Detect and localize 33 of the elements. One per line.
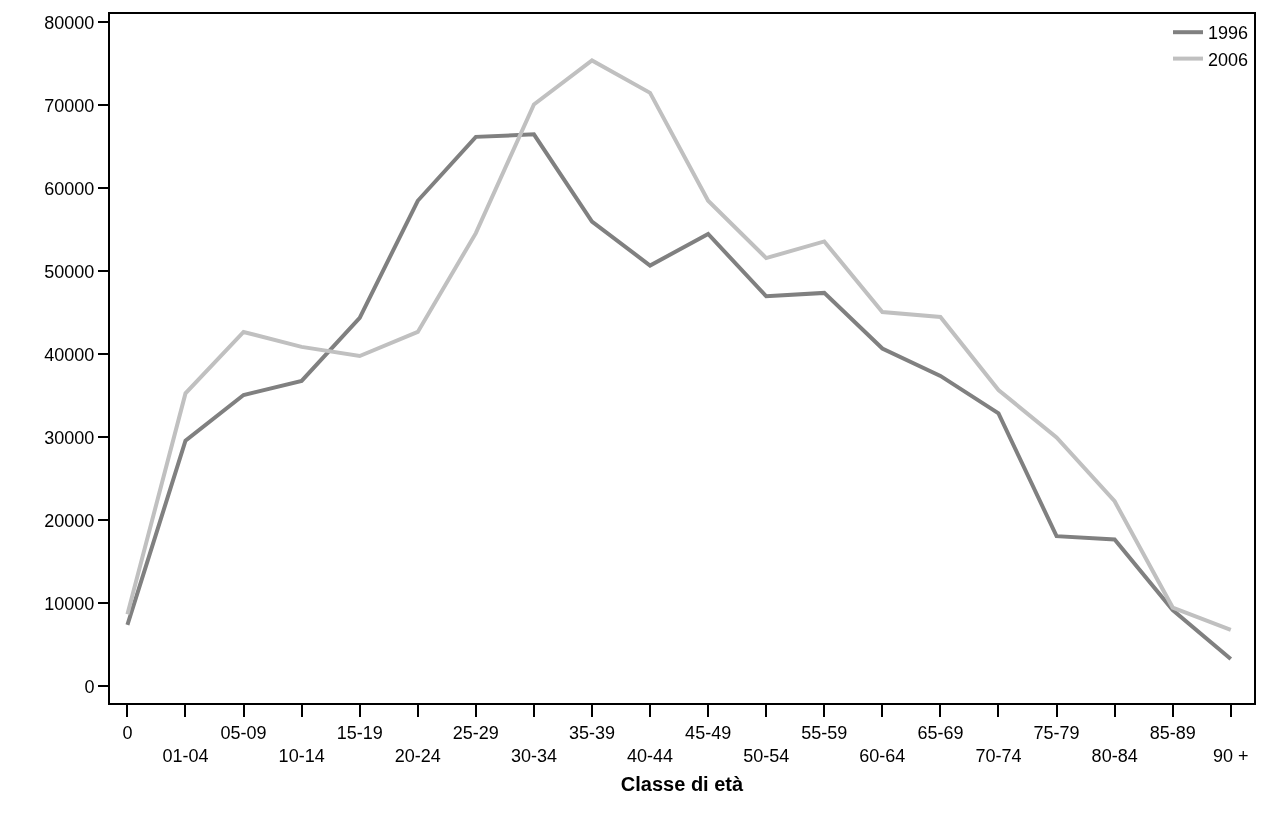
x-tick-label: 25-29 — [452, 722, 499, 743]
line-series — [125, 132, 1233, 661]
y-tick-label: 50000 — [44, 261, 95, 282]
x-tick-label: 15-19 — [336, 722, 383, 743]
y-tick-label: 80000 — [44, 12, 95, 33]
legend-label: 1996 — [1208, 23, 1249, 44]
legend-label: 2006 — [1208, 49, 1249, 70]
x-axis-title: Classe di età — [620, 773, 745, 795]
x-tick-label: 45-49 — [685, 722, 732, 743]
x-tick-label: 30-34 — [510, 746, 557, 766]
y-tick-label: 0 — [84, 676, 95, 697]
x-tick-label: 50-54 — [743, 746, 790, 766]
x-tick-label: 10-14 — [278, 746, 325, 766]
x-tick-label: 80-84 — [1091, 746, 1138, 766]
x-tick-label: 01-04 — [162, 746, 209, 766]
x-tick-label: 40-44 — [627, 746, 674, 766]
y-tick-label: 30000 — [44, 427, 95, 448]
x-tick-label: 05-09 — [220, 722, 267, 743]
x-tick-label: 65-69 — [917, 722, 964, 743]
x-tick-label: 85-89 — [1149, 722, 1196, 743]
y-tick-label: 40000 — [44, 344, 95, 365]
x-tick-label: 60-64 — [859, 746, 906, 766]
x-tick-label: 0 — [122, 722, 133, 743]
y-tick-label: 70000 — [44, 95, 95, 116]
y-tick-label: 20000 — [44, 510, 95, 531]
x-tick-label: 20-24 — [394, 746, 441, 766]
x-tick-label: 70-74 — [975, 746, 1022, 766]
x-tick-label: 75-79 — [1033, 722, 1080, 743]
x-tick-label: 55-59 — [801, 722, 848, 743]
y-tick-label: 10000 — [44, 593, 95, 614]
y-tick-label: 60000 — [44, 178, 95, 199]
x-tick-label: 35-39 — [568, 722, 616, 743]
x-tick-label: 90 + — [1213, 746, 1249, 766]
